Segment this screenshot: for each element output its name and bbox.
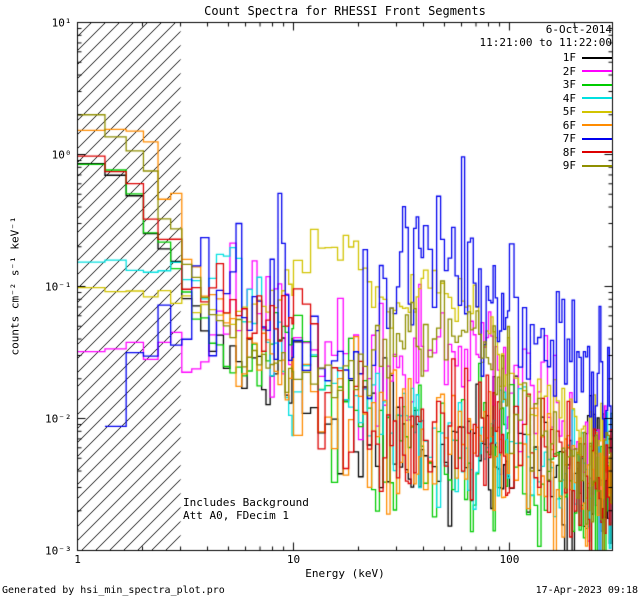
legend-label: 8F [562, 145, 576, 159]
y-tick-label: 10¹ [51, 16, 72, 29]
annotation-attenuator-state: Att A0, FDecim 1 [183, 509, 289, 522]
legend-entry: 4F [563, 92, 612, 106]
legend-color-swatch [582, 97, 612, 100]
legend-label: 5F [562, 105, 576, 119]
x-axis-label: Energy (keV) [305, 567, 385, 580]
legend-entry: 7F [563, 132, 612, 146]
legend-color-swatch [582, 110, 612, 113]
legend-label: 9F [562, 159, 576, 173]
chart-title: Count Spectra for RHESSI Front Segments [204, 4, 486, 18]
legend-label: 3F [562, 78, 576, 92]
legend-entry: 8F [563, 146, 612, 160]
legend-color-swatch [582, 137, 612, 140]
legend-entry: 2F [563, 65, 612, 79]
legend-color-swatch [582, 83, 612, 86]
x-tick-label: 10 [286, 553, 301, 566]
x-tick-label: 100 [499, 553, 520, 566]
legend-label: 6F [562, 118, 576, 132]
y-tick-label: 10⁻¹ [45, 280, 72, 293]
legend-color-swatch [582, 164, 612, 167]
x-tick-label: 1 [74, 553, 81, 566]
y-axis-label: counts cm⁻² s⁻¹ keV⁻¹ [8, 216, 22, 356]
y-tick-label: 10⁻² [45, 412, 72, 425]
footer-left: Generated by hsi_min_spectra_plot.pro [2, 585, 225, 596]
annotation-includes-background: Includes Background [183, 496, 309, 509]
legend-entry: 5F [563, 105, 612, 119]
y-tick-label: 10⁰ [51, 148, 72, 161]
legend-color-swatch [582, 151, 612, 154]
legend-label: 1F [562, 51, 576, 65]
legend: 1F 2F 3F 4F 5F 6F 7F 8F 9F [563, 51, 612, 173]
y-tick-label: 10⁻³ [45, 544, 72, 557]
obs-date: 6-Oct-2014 [545, 23, 612, 36]
legend-entry: 3F [563, 78, 612, 92]
legend-entry: 1F [563, 51, 612, 65]
legend-color-swatch [582, 124, 612, 127]
obs-time-range: 11:21:00 to 11:22:00 [479, 36, 612, 49]
legend-label: 4F [562, 91, 576, 105]
legend-color-swatch [582, 70, 612, 73]
legend-label: 2F [562, 64, 576, 78]
footer-right: 17-Apr-2023 09:18 [535, 585, 638, 596]
legend-color-swatch [582, 56, 612, 59]
legend-label: 7F [562, 132, 576, 146]
legend-entry: 6F [563, 119, 612, 133]
legend-entry: 9F [563, 159, 612, 173]
